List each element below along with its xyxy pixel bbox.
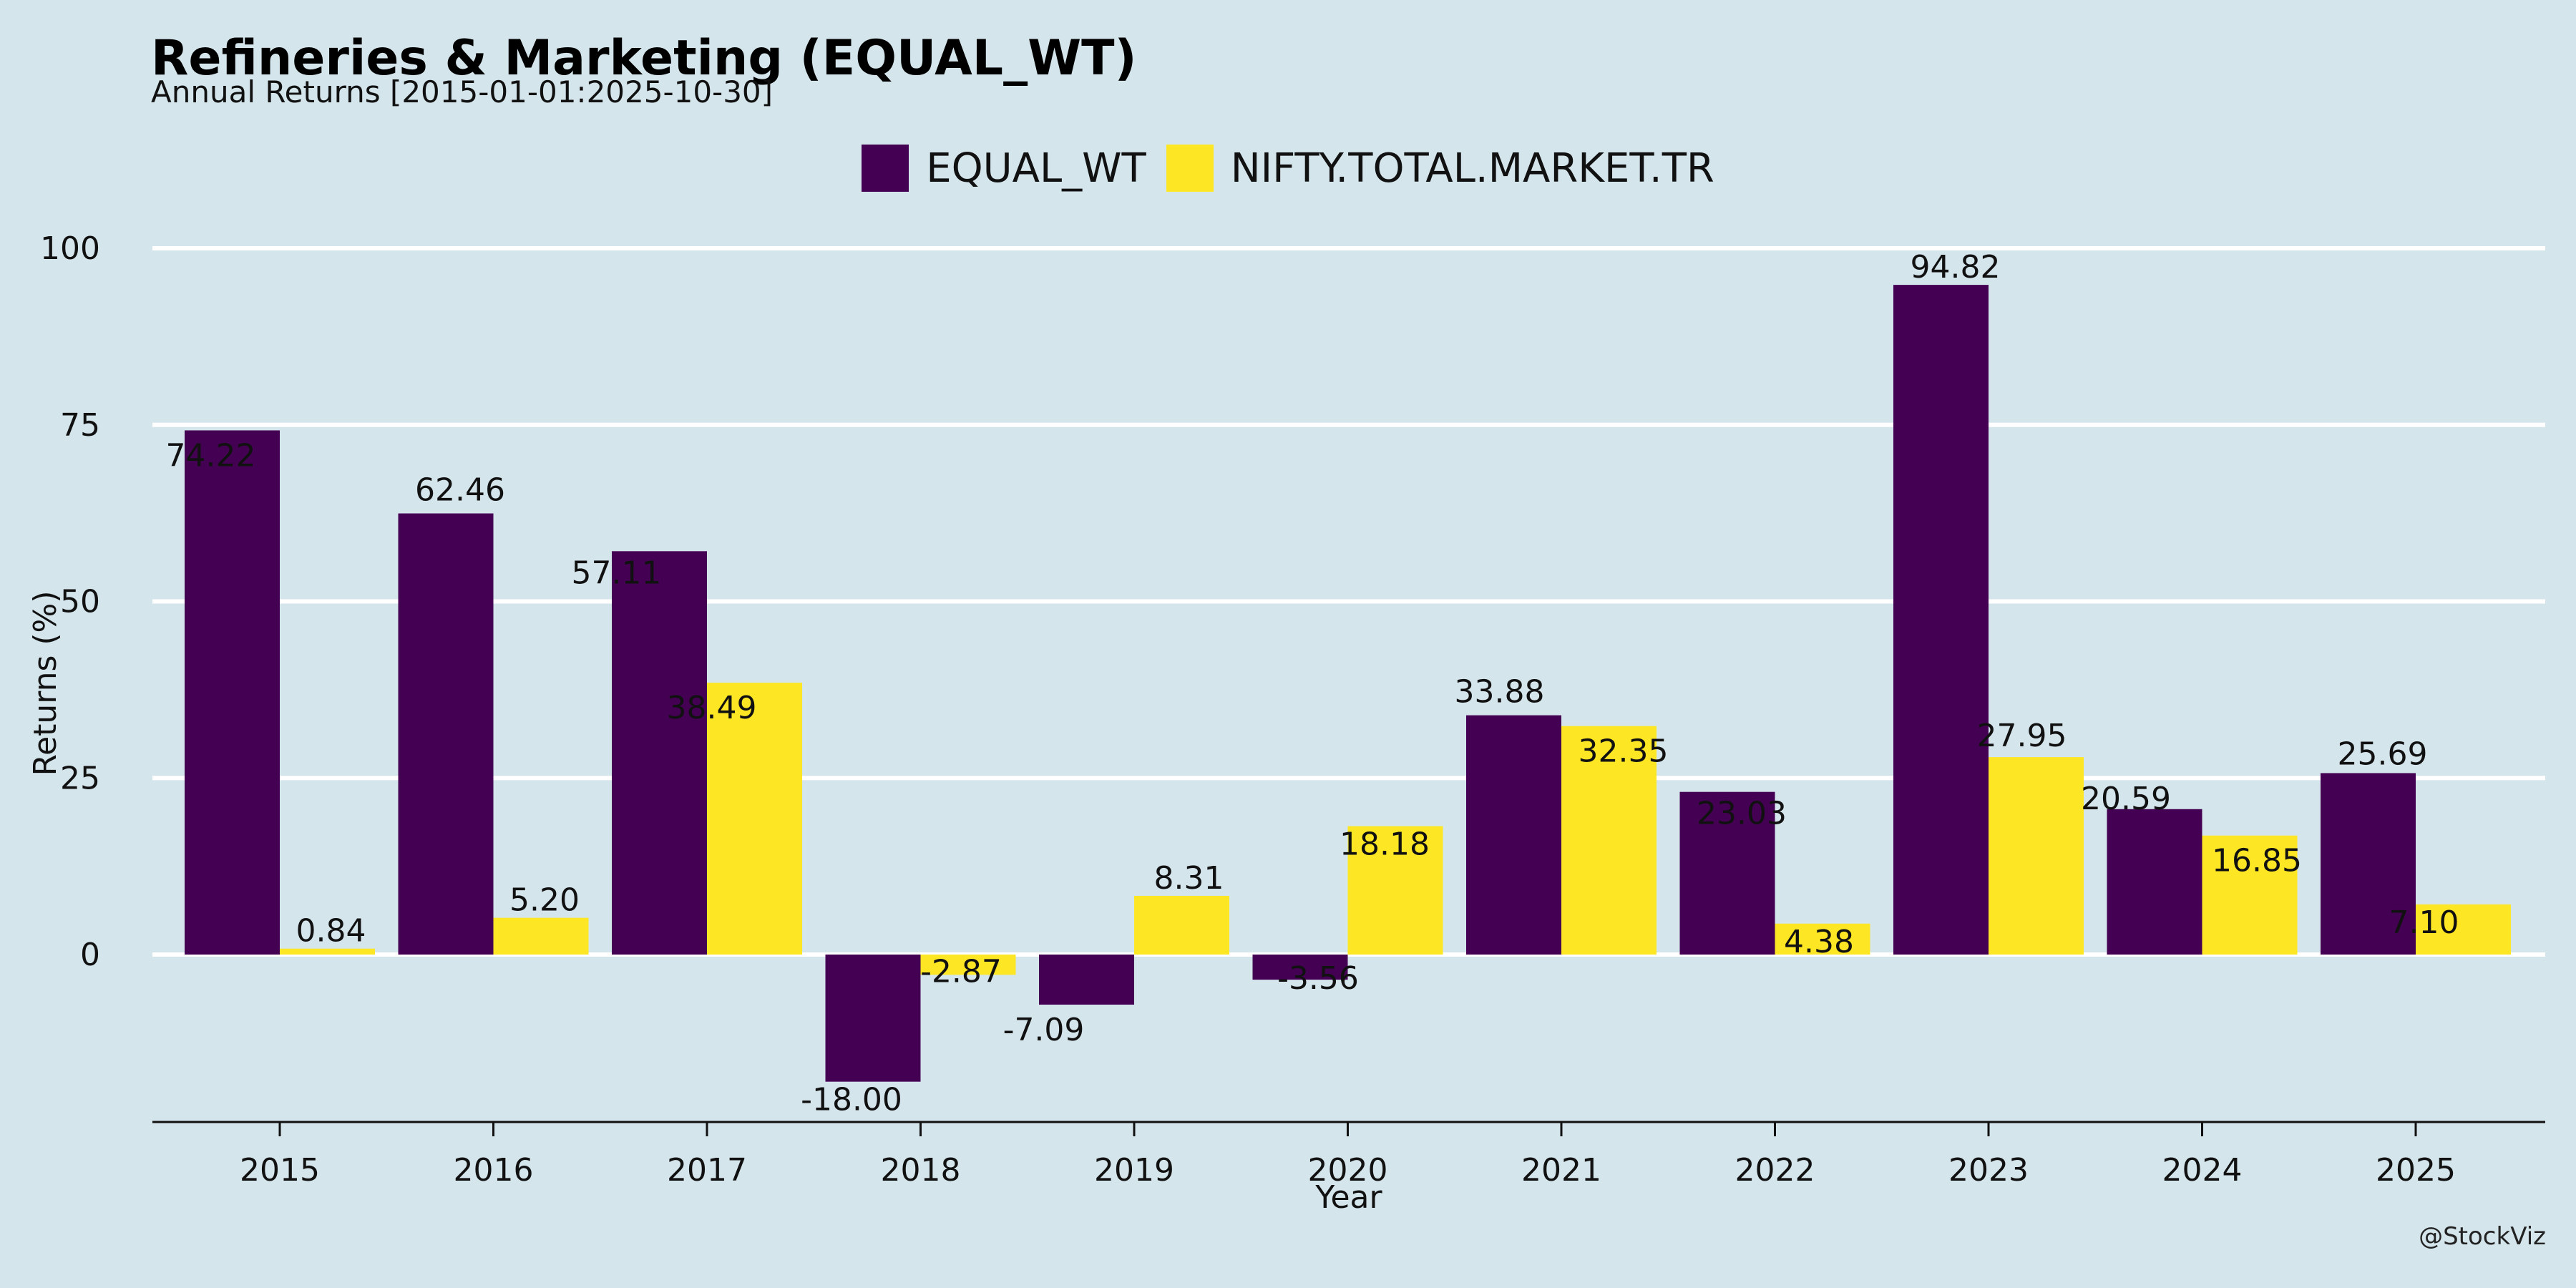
legend-item-equal-wt: EQUAL_WT — [862, 145, 1146, 192]
y-tick-label: 100 — [40, 230, 100, 267]
bar-equal-wt-2019 — [1039, 955, 1134, 1005]
bar-equal-wt-2018 — [825, 955, 921, 1082]
y-axis-title: Returns (%) — [27, 590, 64, 776]
data-label-equal-wt-2017: 57.11 — [572, 555, 662, 591]
data-label-equal-wt-2023: 94.82 — [1911, 249, 2001, 286]
x-tick-label: 2025 — [2376, 1152, 2456, 1189]
data-label-equal-wt-2015: 74.22 — [166, 437, 256, 474]
data-label-equal-wt-2022: 23.03 — [1697, 796, 1787, 832]
bar-equal-wt-2017 — [612, 551, 707, 955]
bar-nifty-total-market-tr-2021 — [1561, 726, 1657, 955]
data-label-nifty-total-market-tr-2023: 27.95 — [1977, 718, 2067, 754]
data-label-nifty-total-market-tr-2021: 32.35 — [1579, 733, 1669, 770]
legend-label-equal-wt: EQUAL_WT — [926, 145, 1146, 192]
watermark: @StockViz — [2419, 1222, 2546, 1251]
data-label-nifty-total-market-tr-2025: 7.10 — [2389, 904, 2459, 941]
bar-nifty-total-market-tr-2024 — [2202, 835, 2298, 955]
data-label-nifty-total-market-tr-2017: 38.49 — [667, 690, 757, 726]
bar-equal-wt-2021 — [1466, 715, 1561, 955]
x-tick-label: 2021 — [1521, 1152, 1601, 1189]
data-label-nifty-total-market-tr-2019: 8.31 — [1154, 860, 1224, 897]
x-tick-label: 2019 — [1094, 1152, 1174, 1189]
data-label-equal-wt-2024: 20.59 — [2081, 781, 2171, 817]
legend: EQUAL_WT NIFTY.TOTAL.MARKET.TR — [0, 145, 2576, 192]
y-axis-ticks: 0 25 50 75 100 — [40, 230, 100, 973]
data-label-nifty-total-market-tr-2015: 0.84 — [296, 913, 366, 950]
y-tick-label: 50 — [60, 584, 100, 620]
bar-nifty-total-market-tr-2018 — [920, 955, 1016, 975]
legend-swatch-equal-wt — [862, 145, 909, 192]
bar-equal-wt-2024 — [2107, 809, 2202, 955]
bar-nifty-total-market-tr-2016 — [493, 917, 589, 955]
legend-swatch-nifty-total-market-tr — [1166, 145, 1214, 192]
data-label-equal-wt-2025: 25.69 — [2338, 736, 2428, 772]
bar-nifty-total-market-tr-2025 — [2416, 904, 2511, 955]
bar-nifty-total-market-tr-2020 — [1347, 826, 1443, 955]
data-label-nifty-total-market-tr-2020: 18.18 — [1340, 826, 1430, 863]
legend-label-nifty-total-market-tr: NIFTY.TOTAL.MARKET.TR — [1230, 145, 1714, 192]
bars — [185, 285, 2511, 1082]
data-label-nifty-total-market-tr-2022: 4.38 — [1784, 924, 1854, 960]
y-tick-label: 0 — [80, 937, 100, 973]
bar-equal-wt-2015 — [185, 430, 280, 955]
data-labels: 74.220.8462.465.2057.1138.49-18.00-2.87-… — [166, 249, 2459, 1118]
data-label-nifty-total-market-tr-2024: 16.85 — [2212, 843, 2302, 879]
x-tick-label: 2024 — [2162, 1152, 2243, 1189]
x-tick-label: 2015 — [240, 1152, 320, 1189]
bar-equal-wt-2025 — [2321, 773, 2416, 955]
chart-title: Refineries & Marketing (EQUAL_WT) — [151, 30, 1137, 87]
bar-nifty-total-market-tr-2015 — [280, 948, 375, 955]
bar-nifty-total-market-tr-2023 — [1989, 757, 2084, 955]
bar-equal-wt-2020 — [1252, 955, 1348, 980]
chart-subtitle: Annual Returns [2015-01-01:2025-10-30] — [151, 74, 774, 109]
bar-nifty-total-market-tr-2019 — [1134, 895, 1229, 955]
bar-nifty-total-market-tr-2017 — [707, 683, 802, 955]
data-label-equal-wt-2018: -18.00 — [801, 1082, 902, 1118]
data-label-nifty-total-market-tr-2016: 5.20 — [509, 882, 580, 919]
data-label-equal-wt-2019: -7.09 — [1003, 1012, 1085, 1048]
x-tick-label: 2017 — [667, 1152, 747, 1189]
x-tick-label: 2020 — [1308, 1152, 1388, 1189]
bar-equal-wt-2023 — [1893, 285, 1989, 955]
x-tick-label: 2023 — [1948, 1152, 2029, 1189]
bar-equal-wt-2016 — [398, 513, 494, 955]
x-axis-title: Year — [1314, 1179, 1382, 1216]
y-tick-label: 25 — [60, 760, 100, 796]
data-label-equal-wt-2021: 33.88 — [1455, 674, 1545, 711]
x-tick-label: 2016 — [454, 1152, 534, 1189]
bar-nifty-total-market-tr-2022 — [1775, 923, 1870, 955]
legend-item-nifty-total-market-tr: NIFTY.TOTAL.MARKET.TR — [1166, 145, 1714, 192]
y-tick-label: 75 — [60, 407, 100, 444]
data-label-equal-wt-2016: 62.46 — [415, 472, 505, 509]
x-tick-label: 2022 — [1735, 1152, 1815, 1189]
x-axis: 2015 2016 2017 2018 2019 2020 2021 2022 2023 2024… — [152, 1121, 2545, 1189]
data-label-nifty-total-market-tr-2018: -2.87 — [920, 953, 1002, 990]
data-label-equal-wt-2020: -3.56 — [1277, 960, 1359, 997]
x-tick-label: 2018 — [881, 1152, 961, 1189]
bar-equal-wt-2022 — [1679, 791, 1775, 955]
